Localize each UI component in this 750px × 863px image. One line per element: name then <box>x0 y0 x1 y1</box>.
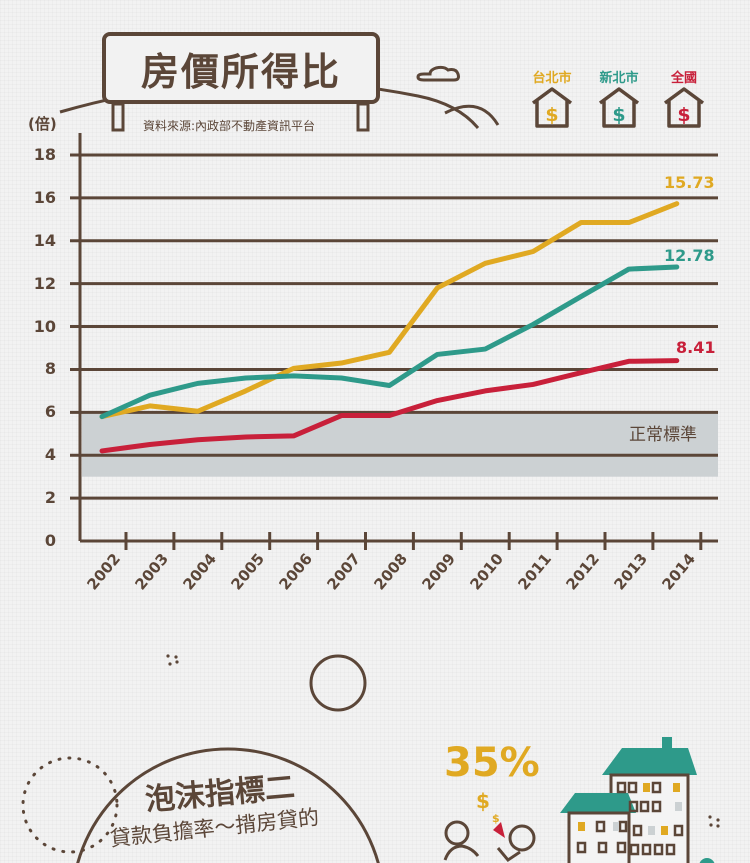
y-tick-label: 10 <box>33 316 56 336</box>
legend-label: 新北市 <box>599 71 639 86</box>
data-source: 資料來源:內政部不動產資訊平台 <box>143 119 316 133</box>
bubble-circle <box>76 747 380 863</box>
buildings-illustration <box>560 737 697 863</box>
national-end-value: 8.41 <box>676 338 716 357</box>
cloud-icon <box>416 65 460 82</box>
series-line <box>99 201 680 420</box>
legend-label: 全國 <box>670 71 697 86</box>
title-sign: 房價所得比 <box>102 32 380 104</box>
svg-text:$: $ <box>545 104 558 126</box>
y-tick-label: 16 <box>33 187 56 207</box>
taipei-end-value: 15.73 <box>664 173 715 192</box>
normal-range-label: 正常標準 <box>629 425 697 445</box>
svg-text:$: $ <box>476 789 490 813</box>
new-taipei-end-value: 12.78 <box>664 246 715 265</box>
y-tick-label: 2 <box>44 488 56 508</box>
hill-decoration <box>444 104 500 126</box>
tree-decoration <box>699 858 715 863</box>
y-tick-label: 8 <box>44 359 56 379</box>
y-tick-label: 4 <box>44 445 56 465</box>
page-title: 房價所得比 <box>140 49 341 94</box>
percent-figure: 35% <box>444 740 540 786</box>
legend-new-taipei: 新北市 <box>594 67 644 86</box>
y-tick-label: 14 <box>33 230 56 250</box>
svg-text:$: $ <box>677 104 690 126</box>
y-axis-unit: (倍) <box>28 115 57 133</box>
normal-range-band <box>82 412 718 477</box>
legend-label: 台北市 <box>532 71 572 86</box>
sign-post <box>111 102 125 132</box>
circle-decoration <box>309 654 367 712</box>
legend-icons <box>531 87 705 128</box>
series-line <box>99 358 680 454</box>
y-tick-label: 0 <box>44 531 56 550</box>
sign-post <box>356 102 370 132</box>
y-tick-label: 6 <box>44 402 56 422</box>
red-book-icon <box>493 822 505 838</box>
svg-text:$: $ <box>612 104 625 126</box>
sparkle-decoration <box>166 654 720 828</box>
y-tick-label: 12 <box>33 273 56 293</box>
legend-taipei: 台北市 <box>527 67 577 86</box>
legend-national: 全國 <box>659 67 709 86</box>
svg-text:$: $ <box>492 812 500 825</box>
series-line <box>99 264 680 420</box>
y-tick-label: 18 <box>33 145 56 164</box>
dotted-circle-decoration <box>21 756 119 854</box>
people-illustration <box>443 820 536 862</box>
